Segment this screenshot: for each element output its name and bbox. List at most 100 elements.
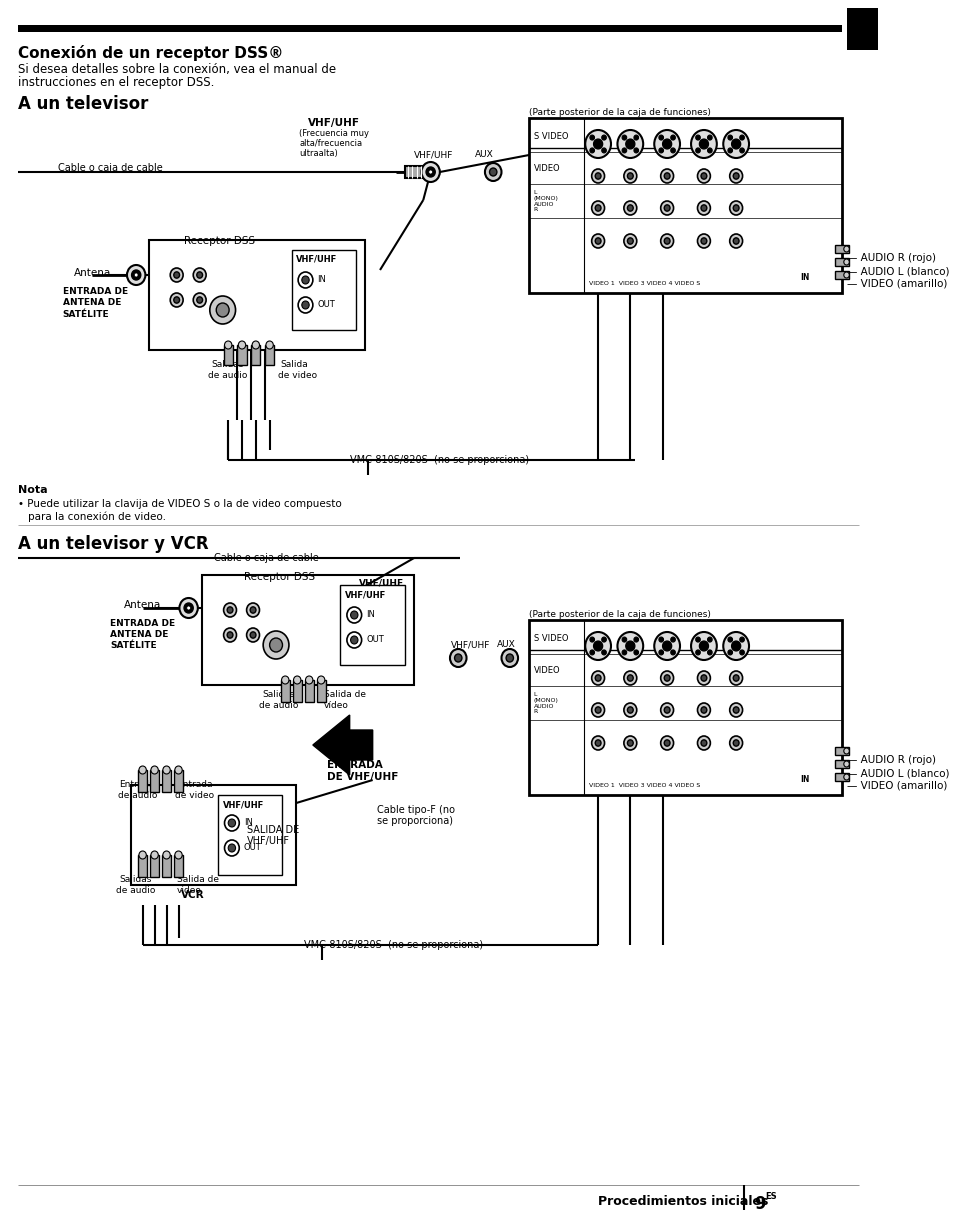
- Circle shape: [246, 602, 259, 617]
- Text: SATÉLITE: SATÉLITE: [111, 640, 157, 650]
- Text: OUT: OUT: [317, 299, 335, 309]
- Circle shape: [842, 259, 848, 265]
- Circle shape: [193, 293, 206, 307]
- Text: Conexión de un receptor DSS®: Conexión de un receptor DSS®: [18, 45, 284, 61]
- Bar: [834, 258, 848, 266]
- Circle shape: [690, 632, 716, 660]
- Circle shape: [621, 148, 626, 153]
- Circle shape: [627, 675, 633, 681]
- Bar: [150, 855, 159, 877]
- Bar: [292, 250, 355, 330]
- Circle shape: [842, 748, 848, 755]
- Text: Si desea detalles sobre la conexión, vea el manual de: Si desea detalles sobre la conexión, vea…: [18, 63, 336, 76]
- Circle shape: [347, 607, 361, 623]
- Circle shape: [595, 707, 600, 713]
- Circle shape: [196, 272, 202, 279]
- Circle shape: [227, 632, 233, 638]
- Circle shape: [224, 341, 232, 348]
- Circle shape: [601, 637, 606, 642]
- Text: de audio: de audio: [258, 701, 297, 710]
- Text: Receptor DSS: Receptor DSS: [184, 236, 254, 245]
- Circle shape: [501, 649, 517, 667]
- Circle shape: [294, 676, 300, 683]
- Circle shape: [727, 650, 732, 655]
- Circle shape: [589, 637, 594, 642]
- Text: (Frecuencia muy: (Frecuencia muy: [298, 129, 369, 137]
- Text: VIDEO: VIDEO: [533, 164, 559, 173]
- Circle shape: [270, 638, 282, 652]
- Text: para la conexión de video.: para la conexión de video.: [28, 510, 166, 521]
- Text: ENTRADA DE: ENTRADA DE: [63, 287, 128, 296]
- Text: SALIDA DE: SALIDA DE: [246, 825, 298, 836]
- Text: Salidas: Salidas: [119, 875, 152, 883]
- Circle shape: [634, 650, 638, 655]
- Circle shape: [223, 628, 236, 642]
- Text: L
(MONO)
AUDIO
R: L (MONO) AUDIO R: [533, 190, 558, 212]
- Circle shape: [695, 135, 700, 140]
- Text: Salida de: Salida de: [176, 875, 218, 883]
- Circle shape: [595, 675, 600, 681]
- Circle shape: [700, 173, 706, 179]
- Circle shape: [623, 234, 636, 248]
- Circle shape: [617, 130, 642, 158]
- Text: S VIDEO: S VIDEO: [533, 634, 568, 643]
- Circle shape: [670, 135, 675, 140]
- Circle shape: [700, 205, 706, 211]
- Text: VHF/UHF: VHF/UHF: [414, 150, 453, 160]
- Text: Procedimientos iniciales: Procedimientos iniciales: [598, 1195, 768, 1209]
- Circle shape: [623, 671, 636, 685]
- Circle shape: [729, 736, 741, 750]
- Circle shape: [731, 640, 740, 650]
- Bar: [304, 680, 314, 702]
- Text: L
(MONO)
AUDIO
R: L (MONO) AUDIO R: [533, 692, 558, 714]
- Circle shape: [591, 201, 604, 215]
- Circle shape: [623, 703, 636, 717]
- Text: S VIDEO: S VIDEO: [533, 133, 568, 141]
- Circle shape: [301, 301, 309, 309]
- Circle shape: [347, 632, 361, 648]
- Circle shape: [426, 167, 435, 177]
- Text: alta/frecuencia: alta/frecuencia: [298, 139, 362, 148]
- Circle shape: [223, 602, 236, 617]
- Circle shape: [663, 205, 669, 211]
- Bar: [149, 240, 365, 350]
- Circle shape: [591, 703, 604, 717]
- Bar: [834, 760, 848, 768]
- Circle shape: [163, 852, 170, 859]
- Bar: [251, 345, 260, 364]
- Circle shape: [697, 736, 710, 750]
- Circle shape: [305, 676, 313, 683]
- Circle shape: [193, 267, 206, 282]
- Bar: [404, 166, 423, 178]
- Circle shape: [663, 675, 669, 681]
- Circle shape: [634, 135, 638, 140]
- Circle shape: [627, 707, 633, 713]
- Circle shape: [733, 238, 739, 244]
- Circle shape: [595, 173, 600, 179]
- Bar: [340, 585, 404, 665]
- Bar: [834, 245, 848, 253]
- Text: IN: IN: [317, 275, 326, 283]
- Circle shape: [179, 598, 197, 618]
- Circle shape: [228, 844, 235, 852]
- Circle shape: [625, 640, 634, 650]
- Circle shape: [127, 265, 145, 285]
- Text: ANTENA DE: ANTENA DE: [63, 298, 121, 307]
- Circle shape: [428, 171, 432, 174]
- Bar: [202, 575, 414, 685]
- Text: IN: IN: [800, 775, 809, 784]
- Circle shape: [263, 631, 289, 659]
- Circle shape: [654, 130, 679, 158]
- Circle shape: [170, 293, 183, 307]
- Text: Salida: Salida: [280, 360, 308, 369]
- Text: IN: IN: [800, 272, 809, 282]
- Circle shape: [727, 135, 732, 140]
- Circle shape: [670, 650, 675, 655]
- Circle shape: [224, 840, 239, 856]
- Circle shape: [662, 640, 671, 650]
- Circle shape: [660, 234, 673, 248]
- Bar: [173, 855, 183, 877]
- Circle shape: [298, 272, 313, 288]
- Text: 9: 9: [754, 1195, 765, 1214]
- Text: VHF/UHF: VHF/UHF: [222, 800, 264, 809]
